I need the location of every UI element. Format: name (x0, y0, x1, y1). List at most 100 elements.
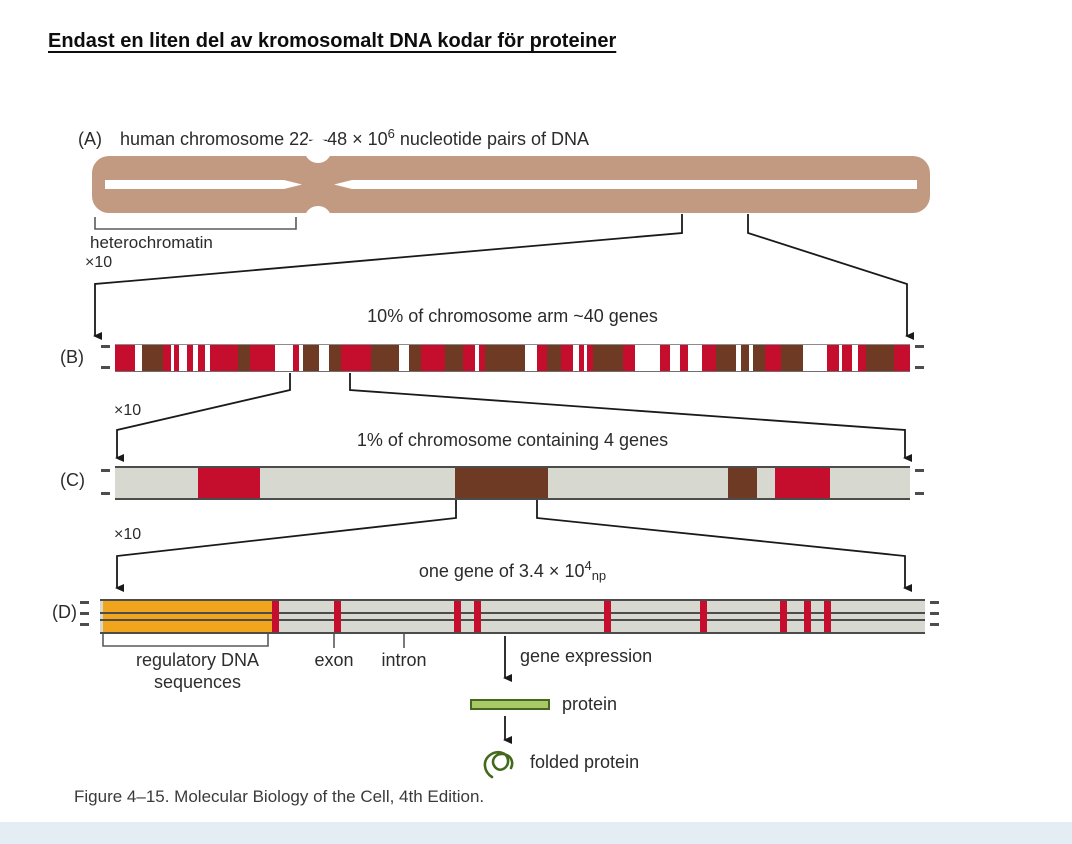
heterochromatin-bracket (94, 217, 297, 230)
b-band (866, 345, 894, 371)
panel-d-label: (D) (52, 602, 77, 622)
b-band (584, 345, 587, 371)
b-band (623, 345, 635, 371)
panel-b-label: (B) (60, 347, 84, 367)
continuation-dash (101, 345, 110, 348)
exon-tick (824, 601, 831, 632)
panel-a-heading: (A) human chromosome 22—48 × 106 nucleoti… (78, 126, 589, 150)
b-band (179, 345, 187, 371)
chromosome-long-arm (314, 156, 930, 213)
b-band (579, 345, 584, 371)
continuation-dash (930, 623, 939, 626)
figure-caption: Figure 4–15. Molecular Biology of the Ce… (74, 787, 485, 806)
chromosome-short-arm (92, 156, 322, 213)
exon-tick (700, 601, 707, 632)
b-band (174, 345, 179, 371)
b-band (858, 345, 866, 371)
b-band (573, 345, 579, 371)
chromosome-arm-band-bar (115, 344, 910, 372)
c-gene-block (455, 468, 548, 498)
chromatid-cleft-right (334, 180, 917, 189)
b-band (399, 345, 409, 371)
exon-tick (780, 601, 787, 632)
continuation-dash (930, 612, 939, 615)
b-band (299, 345, 303, 371)
exon-label: exon (314, 650, 354, 670)
chromosome-22-graphic (92, 139, 930, 230)
np-subscript: np (591, 568, 607, 583)
b-band (688, 345, 702, 371)
continuation-dash (930, 601, 939, 604)
b-band (660, 345, 670, 371)
b-band (421, 345, 445, 371)
b-band (593, 345, 623, 371)
b-band (115, 345, 135, 371)
c-gene-block (728, 468, 757, 498)
panel-c-heading: 1% of chromosome containing 4 genes (356, 430, 669, 450)
regulatory-dna-region (103, 601, 272, 632)
b-band (293, 345, 299, 371)
gene-expression-label: gene expression (520, 646, 653, 666)
b-band (716, 345, 736, 371)
b-band (894, 345, 910, 371)
b-band (749, 345, 753, 371)
b-band (193, 345, 198, 371)
b-band (341, 345, 371, 371)
continuation-dash (915, 345, 924, 348)
b-band (171, 345, 174, 371)
continuation-dash (101, 469, 110, 472)
centromere-notch-bottom (305, 206, 331, 230)
b-band (635, 345, 660, 371)
b-band (702, 345, 716, 371)
exponent: 4 (584, 558, 592, 573)
panel-d-heading: one gene of 3.4 × 104np (418, 558, 607, 583)
intron-label: intron (381, 650, 427, 670)
continuation-dash (915, 492, 924, 495)
b-band (409, 345, 421, 371)
b-band (205, 345, 210, 371)
protein-bar-icon (470, 699, 550, 710)
folded-protein-icon (483, 750, 514, 779)
b-band (463, 345, 475, 371)
exon-tick (604, 601, 611, 632)
b-band (803, 345, 827, 371)
b-band (275, 345, 293, 371)
b-band (198, 345, 205, 371)
zoom-x10-label-a: ×10 (85, 254, 113, 271)
exon-tick (804, 601, 811, 632)
b-band (371, 345, 399, 371)
b-band (475, 345, 479, 371)
b-band (525, 345, 537, 371)
regulatory-dna-bracket (102, 633, 269, 647)
b-band (250, 345, 275, 371)
b-band (547, 345, 561, 371)
exon-tick (474, 601, 481, 632)
dna-strand-line (100, 619, 925, 621)
b-band (187, 345, 193, 371)
b-band (238, 345, 250, 371)
zoom-x10-label-b: ×10 (114, 402, 142, 419)
exon-tick (454, 601, 461, 632)
c-gene-block (775, 468, 830, 498)
b-band (587, 345, 593, 371)
b-band (852, 345, 858, 371)
b-band (781, 345, 803, 371)
b-band (142, 345, 163, 371)
b-band (736, 345, 741, 371)
b-band (753, 345, 765, 371)
b-band (827, 345, 839, 371)
exon-tick (334, 601, 341, 632)
b-band (163, 345, 171, 371)
b-band (839, 345, 842, 371)
b-band (319, 345, 329, 371)
folded-protein-label: folded protein (530, 752, 640, 772)
b-band (303, 345, 319, 371)
b-band (741, 345, 749, 371)
panel-a-heading-text: human chromosome 22—48 × 106 nucleotide … (120, 126, 589, 149)
b-band (680, 345, 688, 371)
panel-b-heading: 10% of chromosome arm ~40 genes (367, 306, 658, 326)
heterochromatin-label: heterochromatin (90, 233, 213, 252)
b-band (537, 345, 547, 371)
b-band (479, 345, 485, 371)
